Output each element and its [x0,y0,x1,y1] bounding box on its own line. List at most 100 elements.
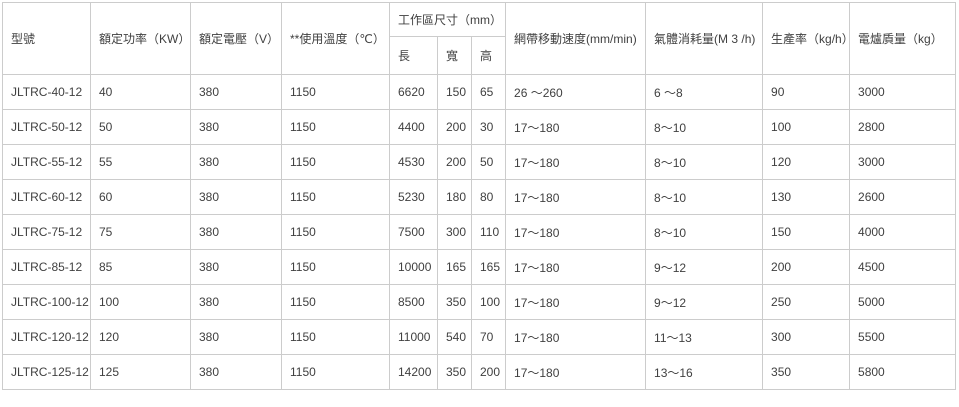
cell-rated_power: 85 [90,249,191,285]
cell-model: JLTRC-100-12 [2,284,91,320]
cell-rated_power: 40 [90,74,191,110]
cell-rated_voltage: 380 [190,74,282,110]
cell-operating_temp: 1150 [281,109,390,145]
cell-length: 10000 [389,249,438,285]
cell-height: 30 [470,109,507,145]
cell-model: JLTRC-120-12 [2,319,91,355]
header-model: 型號 [2,2,91,75]
table-row: JLTRC-40-12 40 380 1150 6620 150 65 26 ～260 6 ～8… [2,74,957,110]
cell-model: JLTRC-50-12 [2,109,91,145]
table-row: JLTRC-85-12 85 380 1150 10000 165 165 17～180 9～1… [2,249,957,285]
cell-length: 4400 [389,109,438,145]
table-row: JLTRC-60-12 60 380 1150 5230 180 80 17～180 8～10 1… [2,179,957,215]
cell-width: 150 [437,74,472,110]
cell-height: 50 [470,144,507,180]
cell-furnace_weight: 4500 [849,249,957,285]
cell-belt_speed: 17～180 [505,319,647,355]
cell-width: 165 [437,249,472,285]
cell-model: JLTRC-85-12 [2,249,91,285]
table-row: JLTRC-125-12 125 380 1150 14200 350 200 17～180 1… [2,354,957,390]
cell-furnace_weight: 2600 [849,179,957,215]
cell-height: 100 [470,284,507,320]
cell-width: 180 [437,179,472,215]
cell-gas_consumption: 8～10 [645,214,764,250]
header-work-area-group: 工作區尺寸（mm） [388,2,507,37]
cell-operating_temp: 1150 [281,319,390,355]
cell-production_rate: 90 [762,74,851,110]
cell-operating_temp: 1150 [281,144,390,180]
cell-production_rate: 120 [762,144,851,180]
table-row: JLTRC-75-12 75 380 1150 7500 300 110 17～180 8～10… [2,214,957,250]
cell-model: JLTRC-125-12 [2,354,91,390]
cell-furnace_weight: 3000 [849,74,957,110]
cell-gas_consumption: 9～12 [645,284,764,320]
cell-rated_power: 75 [90,214,191,250]
spec-table-body: JLTRC-40-12 40 380 1150 6620 150 65 26 ～260 6 ～8… [2,74,957,390]
cell-belt_speed: 17～180 [505,109,647,145]
cell-length: 6620 [389,74,438,110]
header-operating-temp: **使用溫度（℃） [281,2,390,75]
cell-rated_voltage: 380 [190,179,282,215]
cell-production_rate: 250 [762,284,851,320]
cell-rated_voltage: 380 [190,319,282,355]
header-rated-voltage: 額定電壓（V） [190,2,282,75]
cell-rated_voltage: 380 [190,284,282,320]
header-row-group: 型號 額定功率（KW） 額定電壓（V） **使用溫度（℃） 工作區尺寸（mm） … [2,2,957,75]
cell-gas_consumption: 11～13 [645,319,764,355]
cell-operating_temp: 1150 [281,354,390,390]
cell-production_rate: 100 [762,109,851,145]
cell-height: 200 [470,354,507,390]
header-furnace-weight: 電爐貭量（kg） [849,2,957,75]
cell-model: JLTRC-60-12 [2,179,91,215]
cell-rated_voltage: 380 [190,144,282,180]
cell-furnace_weight: 2800 [849,109,957,145]
table-row: JLTRC-100-12 100 380 1150 8500 350 100 17～180 9～… [2,284,957,320]
cell-gas_consumption: 8～10 [645,144,764,180]
header-width: 寬 [437,36,472,75]
header-gas-consumption: 氣體消耗量(M 3 /h) [645,2,764,75]
cell-width: 300 [437,214,472,250]
cell-belt_speed: 17～180 [505,354,647,390]
cell-width: 200 [437,144,472,180]
header-belt-speed: 網帶移動速度(mm/min) [505,2,647,75]
cell-production_rate: 150 [762,214,851,250]
cell-model: JLTRC-40-12 [2,74,91,110]
cell-production_rate: 300 [762,319,851,355]
cell-operating_temp: 1150 [281,284,390,320]
cell-length: 8500 [389,284,438,320]
cell-model: JLTRC-55-12 [2,144,91,180]
cell-rated_power: 55 [90,144,191,180]
cell-operating_temp: 1150 [281,179,390,215]
cell-belt_speed: 17～180 [505,249,647,285]
cell-belt_speed: 26 ～260 [505,74,647,110]
cell-rated_voltage: 380 [190,354,282,390]
cell-furnace_weight: 5500 [849,319,957,355]
table-row: JLTRC-50-12 50 380 1150 4400 200 30 17～180 8～10 1… [2,109,957,145]
cell-rated_voltage: 380 [190,109,282,145]
cell-gas_consumption: 8～10 [645,109,764,145]
table-row: JLTRC-120-12 120 380 1150 11000 540 70 17～180 11… [2,319,957,355]
cell-gas_consumption: 9～12 [645,249,764,285]
cell-height: 80 [470,179,507,215]
cell-height: 110 [470,214,507,250]
header-length: 長 [389,36,438,75]
cell-rated_power: 50 [90,109,191,145]
cell-width: 540 [437,319,472,355]
cell-furnace_weight: 5800 [849,354,957,390]
cell-production_rate: 200 [762,249,851,285]
header-row-sub: 長 寬 高 [3,36,956,75]
cell-height: 70 [470,319,507,355]
cell-length: 7500 [389,214,438,250]
spec-table-header: 型號 額定功率（KW） 額定電壓（V） **使用溫度（℃） 工作區尺寸（mm） … [2,2,957,75]
cell-belt_speed: 17～180 [505,284,647,320]
cell-rated_voltage: 380 [190,214,282,250]
cell-furnace_weight: 3000 [849,144,957,180]
header-rated-power: 額定功率（KW） [90,2,191,75]
cell-production_rate: 350 [762,354,851,390]
cell-rated_power: 60 [90,179,191,215]
cell-rated_power: 100 [90,284,191,320]
cell-operating_temp: 1150 [281,249,390,285]
cell-furnace_weight: 5000 [849,284,957,320]
cell-rated_voltage: 380 [190,249,282,285]
cell-model: JLTRC-75-12 [2,214,91,250]
